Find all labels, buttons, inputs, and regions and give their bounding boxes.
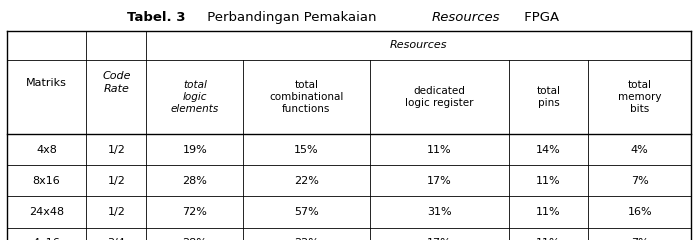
Text: 19%: 19% (182, 144, 207, 155)
Text: 17%: 17% (427, 238, 452, 240)
Text: 1/2: 1/2 (107, 176, 125, 186)
Text: total
pins: total pins (537, 86, 560, 108)
Text: 24x48: 24x48 (29, 207, 64, 217)
Text: 11%: 11% (427, 144, 452, 155)
Text: 15%: 15% (294, 144, 319, 155)
Text: 4x16: 4x16 (33, 238, 61, 240)
Text: dedicated
logic register: dedicated logic register (405, 86, 473, 108)
Text: 11%: 11% (536, 238, 561, 240)
Text: 11%: 11% (536, 176, 561, 186)
Text: 28%: 28% (182, 176, 207, 186)
Text: 31%: 31% (427, 207, 452, 217)
Text: 3/4: 3/4 (107, 238, 125, 240)
Text: 22%: 22% (294, 238, 319, 240)
Text: 17%: 17% (427, 176, 452, 186)
Text: 72%: 72% (182, 207, 207, 217)
Text: 7%: 7% (631, 176, 648, 186)
Text: total
combinational
functions: total combinational functions (269, 80, 343, 114)
Text: Code
Rate: Code Rate (102, 71, 131, 94)
Text: 57%: 57% (294, 207, 319, 217)
Text: 16%: 16% (628, 207, 652, 217)
Text: 14%: 14% (536, 144, 561, 155)
Text: 11%: 11% (536, 207, 561, 217)
Text: total
logic
elements: total logic elements (171, 80, 219, 114)
Text: Resources: Resources (432, 11, 500, 24)
Text: 8x16: 8x16 (33, 176, 61, 186)
Text: Tabel. 3: Tabel. 3 (127, 11, 186, 24)
Text: total
memory
bits: total memory bits (618, 80, 662, 114)
Text: Matriks: Matriks (27, 78, 67, 88)
Text: Resources: Resources (390, 40, 447, 50)
Text: FPGA: FPGA (521, 11, 560, 24)
Text: 4x8: 4x8 (36, 144, 57, 155)
Text: 4%: 4% (631, 144, 648, 155)
Text: 1/2: 1/2 (107, 207, 125, 217)
Text: Perbandingan Pemakaian: Perbandingan Pemakaian (202, 11, 380, 24)
Text: 1/2: 1/2 (107, 144, 125, 155)
Text: 22%: 22% (294, 176, 319, 186)
Text: 28%: 28% (182, 238, 207, 240)
Text: 7%: 7% (631, 238, 648, 240)
